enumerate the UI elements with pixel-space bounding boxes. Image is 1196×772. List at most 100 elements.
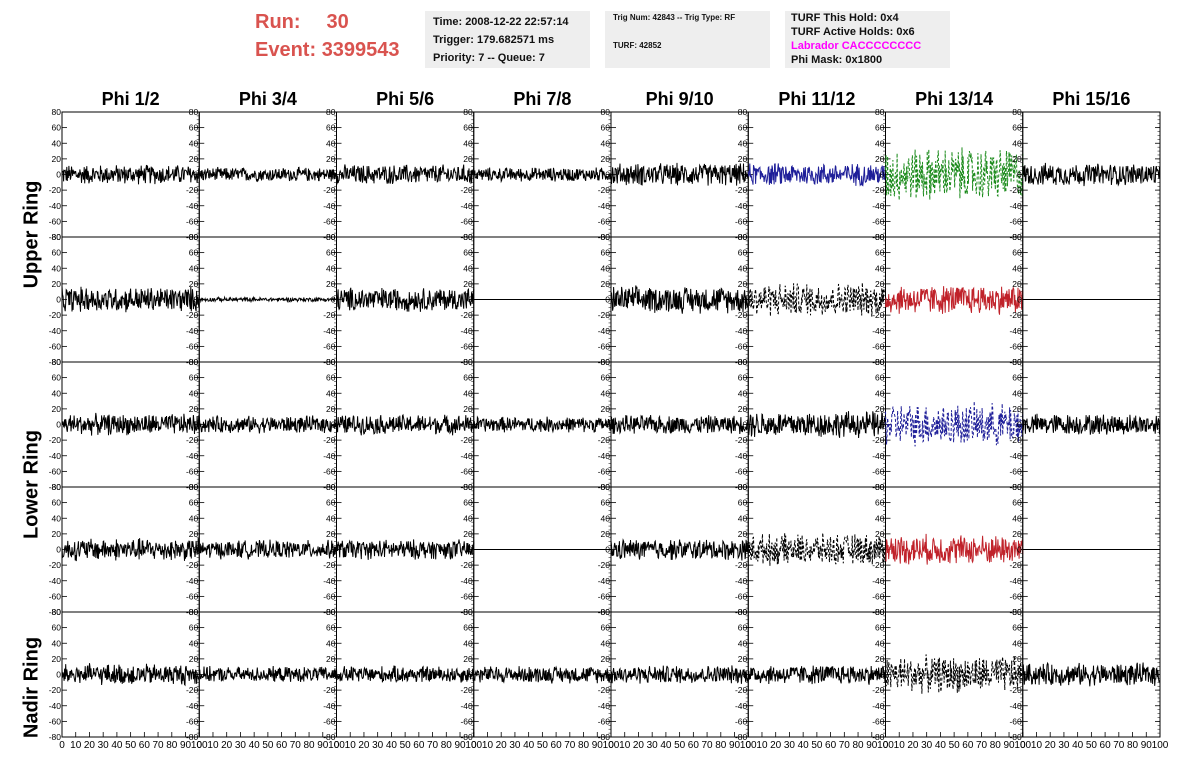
y-tick-label: 60 bbox=[875, 248, 885, 258]
y-tick-label: 60 bbox=[1012, 623, 1022, 633]
y-tick-label: 20 bbox=[738, 529, 748, 539]
y-tick-label: 20 bbox=[189, 404, 199, 414]
x-tick-label: 80 bbox=[1127, 740, 1139, 751]
y-tick-label: -20 bbox=[460, 685, 473, 695]
y-tick-label: -60 bbox=[598, 716, 611, 726]
y-tick-label: -20 bbox=[735, 685, 748, 695]
y-tick-label: 40 bbox=[52, 388, 62, 398]
waveform-trace bbox=[61, 285, 200, 313]
y-tick-label: -60 bbox=[1009, 341, 1022, 351]
y-tick-label: -60 bbox=[735, 591, 748, 601]
y-tick-label: -80 bbox=[1009, 732, 1022, 742]
y-tick-label: -60 bbox=[460, 466, 473, 476]
y-tick-label: -40 bbox=[186, 326, 199, 336]
y-tick-label: -40 bbox=[598, 326, 611, 336]
x-tick-label: 70 bbox=[1113, 740, 1125, 751]
y-tick-label: 20 bbox=[52, 529, 62, 539]
y-tick-label: 0 bbox=[56, 545, 61, 555]
column-header: Phi 15/16 bbox=[1052, 89, 1130, 109]
y-tick-label: 0 bbox=[605, 545, 610, 555]
y-tick-label: 80 bbox=[463, 107, 473, 117]
y-tick-label: -40 bbox=[735, 201, 748, 211]
x-tick-label: 80 bbox=[303, 740, 315, 751]
y-tick-label: -20 bbox=[49, 685, 62, 695]
x-tick-label: 60 bbox=[276, 740, 288, 751]
y-tick-label: 60 bbox=[52, 623, 62, 633]
trig-num-text: Trig Num: 42843 -- Trig Type: RF bbox=[613, 13, 736, 22]
y-tick-label: 80 bbox=[1012, 482, 1022, 492]
y-tick-label: 40 bbox=[326, 638, 336, 648]
y-tick-label: -60 bbox=[735, 716, 748, 726]
y-tick-label: 0 bbox=[880, 420, 885, 430]
x-tick-label: 80 bbox=[166, 740, 178, 751]
y-tick-label: 40 bbox=[601, 513, 611, 523]
y-tick-label: 40 bbox=[1012, 638, 1022, 648]
x-tick-label: 50 bbox=[400, 740, 412, 751]
y-tick-label: 20 bbox=[189, 279, 199, 289]
y-tick-label: 60 bbox=[875, 498, 885, 508]
y-tick-label: -60 bbox=[872, 216, 885, 226]
waveform-trace bbox=[610, 414, 749, 435]
y-tick-label: 20 bbox=[463, 529, 473, 539]
y-tick-label: -40 bbox=[460, 701, 473, 711]
y-tick-label: -40 bbox=[186, 201, 199, 211]
y-tick-label: 40 bbox=[875, 638, 885, 648]
x-tick-label: 70 bbox=[427, 740, 439, 751]
y-tick-label: -40 bbox=[49, 701, 62, 711]
y-tick-label: 0 bbox=[468, 420, 473, 430]
y-tick-label: -20 bbox=[186, 435, 199, 445]
waveform-trace bbox=[336, 413, 475, 436]
column-header: Phi 13/14 bbox=[915, 89, 993, 109]
y-tick-label: -40 bbox=[735, 451, 748, 461]
waveform-trace bbox=[885, 286, 1024, 315]
x-tick-label: 50 bbox=[125, 740, 137, 751]
x-tick-label: 70 bbox=[153, 740, 165, 751]
y-tick-label: -60 bbox=[598, 591, 611, 601]
x-tick-label: 20 bbox=[907, 740, 919, 751]
y-tick-label: -80 bbox=[49, 232, 62, 242]
x-tick-label: 0 bbox=[334, 740, 340, 751]
y-tick-label: 60 bbox=[326, 248, 336, 258]
y-tick-label: 80 bbox=[875, 607, 885, 617]
y-tick-label: 40 bbox=[738, 388, 748, 398]
y-tick-label: -60 bbox=[49, 341, 62, 351]
y-tick-label: 20 bbox=[601, 654, 611, 664]
y-tick-label: -20 bbox=[872, 560, 885, 570]
y-tick-label: 80 bbox=[189, 357, 199, 367]
waveform-trace bbox=[885, 533, 1024, 565]
x-tick-label: 20 bbox=[496, 740, 508, 751]
y-tick-label: 0 bbox=[880, 170, 885, 180]
waveform-trace bbox=[198, 539, 337, 560]
y-tick-label: -40 bbox=[323, 701, 336, 711]
y-tick-label: -80 bbox=[186, 732, 199, 742]
y-tick-label: 80 bbox=[738, 357, 748, 367]
y-tick-label: 80 bbox=[52, 607, 62, 617]
y-tick-label: -20 bbox=[1009, 685, 1022, 695]
x-tick-label: 20 bbox=[633, 740, 645, 751]
y-tick-label: 80 bbox=[601, 357, 611, 367]
waveform-trace bbox=[198, 414, 337, 434]
y-tick-label: 60 bbox=[601, 123, 611, 133]
y-tick-label: 80 bbox=[1012, 107, 1022, 117]
y-tick-label: 40 bbox=[463, 638, 473, 648]
y-tick-label: 80 bbox=[601, 607, 611, 617]
x-tick-label: 10 bbox=[70, 740, 82, 751]
x-tick-label: 90 bbox=[866, 740, 878, 751]
turf-text: TURF: 42852 bbox=[613, 41, 662, 50]
y-tick-label: 0 bbox=[880, 670, 885, 680]
y-tick-label: 80 bbox=[463, 482, 473, 492]
y-tick-label: 60 bbox=[463, 623, 473, 633]
y-tick-label: -20 bbox=[598, 310, 611, 320]
y-tick-label: 80 bbox=[875, 232, 885, 242]
y-tick-label: 60 bbox=[738, 498, 748, 508]
y-tick-label: 0 bbox=[331, 670, 336, 680]
y-tick-label: -20 bbox=[186, 685, 199, 695]
y-tick-label: -60 bbox=[872, 466, 885, 476]
time-info-box: Time: 2008-12-22 22:57:14 Trigger: 179.6… bbox=[425, 11, 590, 68]
y-tick-label: 60 bbox=[601, 373, 611, 383]
labrador-text: Labrador CACCCCCCCC bbox=[791, 40, 922, 52]
waveform-trace bbox=[610, 665, 749, 684]
y-tick-label: 20 bbox=[189, 154, 199, 164]
y-tick-label: -40 bbox=[872, 576, 885, 586]
y-tick-label: 20 bbox=[52, 404, 62, 414]
